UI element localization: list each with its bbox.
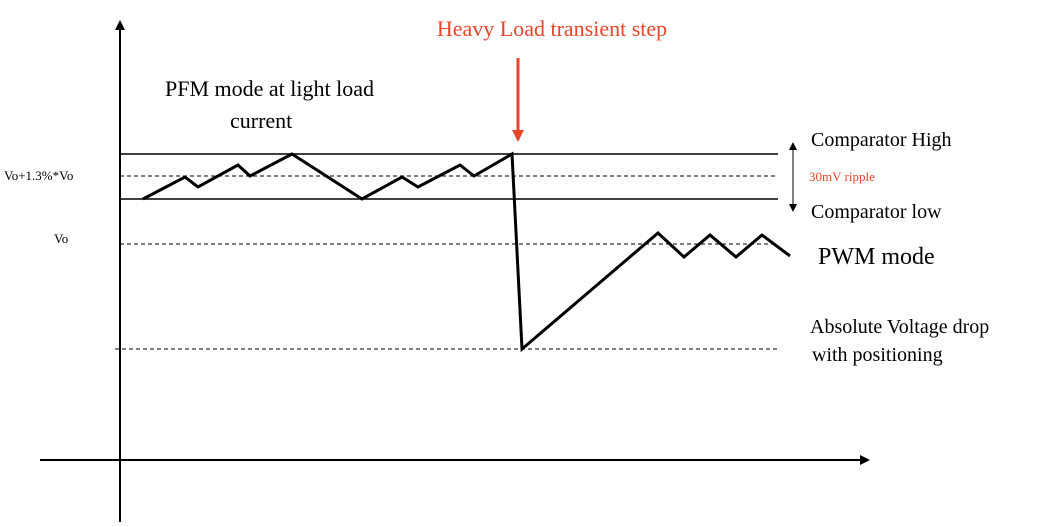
drop-label: with positioning [812,344,943,366]
ripple-label: 30mV ripple [809,169,875,184]
pfm-label: PFM mode at light load [165,76,374,101]
heavy-load-label: Heavy Load transient step [437,16,667,41]
comparator-high-label: Comparator High [811,129,952,151]
vo-plus-label: Vo+1.3%*Vo [4,168,73,183]
pfm-label: current [230,108,292,133]
pwm-label: PWM mode [818,244,935,270]
waveform [142,151,791,353]
vo-label: Vo [54,231,68,246]
comparator-low-label: Comparator low [811,201,942,223]
drop-label: Absolute Voltage drop [810,316,989,338]
